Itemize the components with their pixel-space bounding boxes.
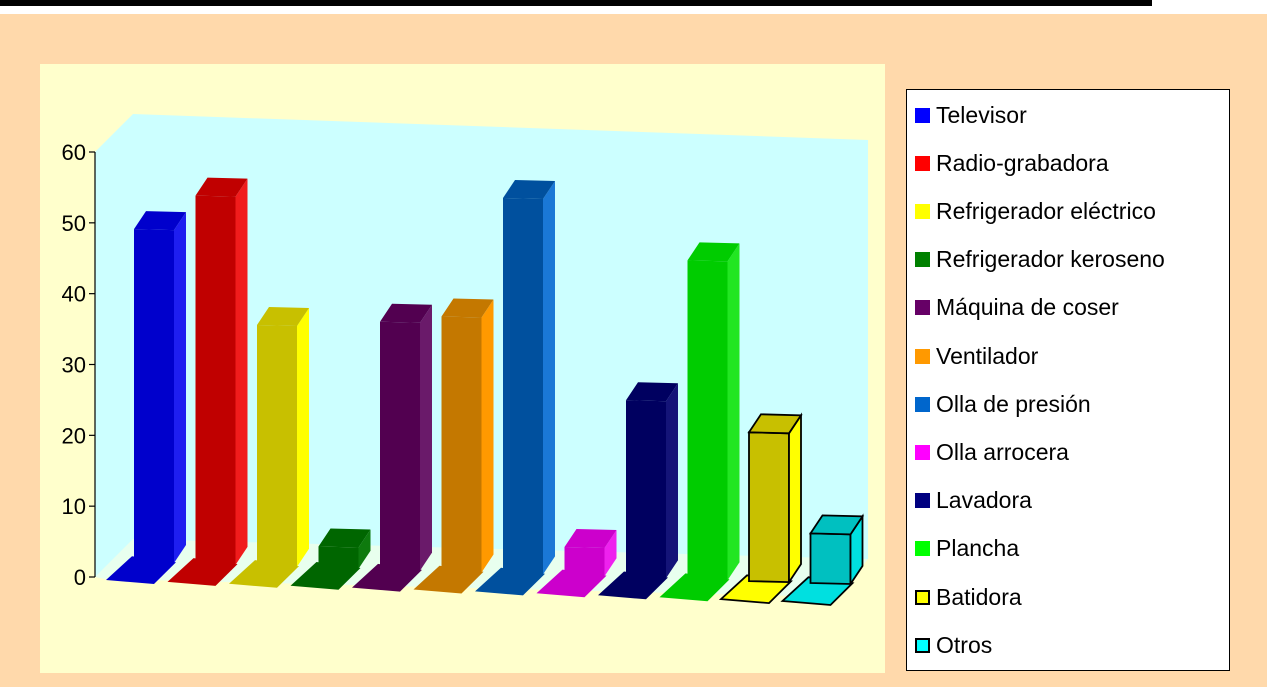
bar-side	[788, 412, 802, 586]
legend: Televisor Radio-grabadora Refrigerador elé…	[906, 89, 1230, 671]
bar	[503, 198, 543, 575]
legend-label: Refrigerador eléctrico	[936, 197, 1156, 224]
bar-top	[564, 529, 617, 548]
legend-swatch	[915, 107, 930, 123]
bar-top	[257, 307, 309, 326]
bar-top	[380, 303, 432, 323]
legend-item: Plancha	[915, 535, 1020, 562]
legend-swatch	[915, 637, 930, 653]
bar-side	[297, 308, 309, 567]
bar	[809, 532, 852, 585]
bar-base	[413, 565, 484, 594]
bar-side	[235, 178, 248, 565]
y-tick-label: 40	[62, 282, 86, 307]
legend-label: Televisor	[936, 101, 1027, 128]
legend-item: Máquina de coser	[915, 294, 1119, 321]
bar-chart-3d: 0 10 20 30 40 50 60	[62, 114, 868, 606]
bar-top	[441, 298, 494, 318]
bar-side	[358, 529, 371, 569]
bar-top	[503, 180, 555, 199]
legend-label: Batidora	[936, 583, 1022, 610]
legend-swatch	[915, 300, 930, 316]
legend-label: Plancha	[936, 535, 1020, 562]
bar	[195, 195, 236, 565]
legend-swatch	[915, 203, 930, 219]
legend-swatch	[915, 155, 930, 171]
y-tick-label: 0	[74, 565, 86, 590]
legend-label: Lavadora	[936, 487, 1032, 514]
legend-item: Olla arrocera	[915, 439, 1069, 465]
top-rule	[0, 0, 1152, 6]
bar	[687, 260, 728, 581]
bar-base	[536, 569, 607, 598]
legend-item: Batidora	[915, 584, 1022, 610]
bar-side	[420, 304, 432, 571]
bar-side	[604, 530, 617, 577]
y-tick-label: 20	[62, 423, 86, 448]
bar	[257, 325, 297, 567]
bar-base	[659, 573, 730, 602]
bar-side	[727, 243, 740, 581]
y-tick-label: 10	[62, 494, 86, 519]
bar	[380, 321, 420, 571]
legend-label: Refrigerador keroseno	[936, 246, 1165, 273]
legend-label: Radio-grabadora	[936, 149, 1109, 176]
legend-item: Refrigerador keroseno	[915, 246, 1165, 273]
legend-item: Radio-grabadora	[915, 150, 1109, 176]
y-tick-label: 60	[62, 140, 86, 165]
bar-base	[106, 556, 176, 584]
legend-item: Refrigerador eléctrico	[915, 198, 1156, 224]
bar-base	[290, 562, 361, 590]
legend-item: Otros	[915, 632, 992, 658]
bar-base	[475, 567, 545, 596]
legend-label: Máquina de coser	[936, 294, 1119, 321]
y-tick-label: 30	[62, 353, 86, 378]
bar-top	[318, 528, 371, 548]
legend-item: Ventilador	[915, 343, 1038, 369]
bar-top	[134, 211, 186, 231]
legend-swatch	[915, 541, 930, 557]
legend-swatch	[915, 252, 930, 268]
legend-item: Olla de presión	[915, 391, 1091, 417]
legend-swatch	[915, 589, 930, 605]
legend-swatch	[915, 444, 930, 460]
bar-top	[626, 382, 678, 402]
legend-label: Olla de presión	[936, 390, 1091, 417]
legend-swatch	[915, 348, 930, 364]
legend-label: Otros	[936, 631, 993, 658]
chart-frame: 0 10 20 30 40 50 60 Televisor Radio-grabadora Re…	[0, 14, 1267, 687]
bar	[318, 546, 359, 569]
bar-base	[598, 571, 668, 600]
bar	[748, 431, 790, 584]
bar-top	[808, 514, 865, 536]
bar-top	[687, 242, 740, 262]
bar	[134, 229, 174, 563]
plot-area: 0 10 20 30 40 50 60	[40, 64, 885, 673]
legend-item: Televisor	[915, 102, 1027, 128]
bar-base	[229, 560, 299, 588]
bar-side	[481, 299, 494, 573]
bar	[564, 547, 605, 577]
legend-label: Olla arrocera	[936, 438, 1069, 465]
bar-side	[174, 212, 186, 563]
bar	[626, 400, 666, 579]
legend-swatch	[915, 493, 930, 509]
bar-top	[747, 413, 803, 435]
legend-item: Lavadora	[915, 487, 1032, 514]
y-tick-label: 50	[62, 211, 86, 236]
bar-top	[195, 177, 248, 197]
legend-swatch	[915, 396, 930, 412]
bar-side	[543, 181, 555, 575]
bar-side	[666, 383, 678, 579]
legend-label: Ventilador	[936, 342, 1039, 369]
bar	[441, 316, 482, 573]
bar-base	[352, 563, 422, 592]
bar-base	[167, 558, 238, 586]
